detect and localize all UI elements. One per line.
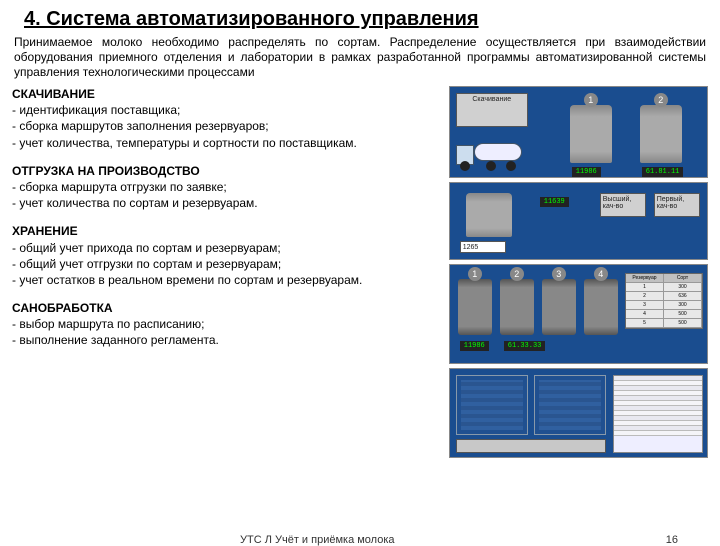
section-item: - идентификация поставщика; — [12, 102, 441, 118]
main-content: СКАЧИВАНИЕ - идентификация поставщика; -… — [0, 86, 720, 458]
readout: 1265 — [460, 241, 506, 253]
section-download: СКАЧИВАНИЕ - идентификация поставщика; -… — [12, 86, 441, 151]
table-cell: 636 — [664, 292, 702, 300]
table-cell: 4 — [626, 310, 664, 318]
section-item: - учет количества по сортам и резервуара… — [12, 195, 441, 211]
tank-icon: 4 — [584, 279, 618, 335]
section-title: СКАЧИВАНИЕ — [12, 86, 441, 102]
section-item: - сборка маршрута отгрузки по заявке; — [12, 179, 441, 195]
status-bar — [456, 439, 606, 453]
page-number: 16 — [666, 534, 678, 546]
table-cell: 500 — [664, 310, 702, 318]
section-item: - выполнение заданного регламента. — [12, 332, 441, 348]
text-column: СКАЧИВАНИЕ - идентификация поставщика; -… — [12, 86, 441, 458]
readout: 11639 — [540, 197, 569, 207]
section-item: - сборка маршрутов заполнения резервуаро… — [12, 118, 441, 134]
table-cell: 500 — [664, 319, 702, 327]
section-item: - учет остатков в реальном времени по со… — [12, 272, 441, 288]
tank-icon — [466, 193, 512, 237]
storage-table: Резервуар Сорт 1300 2636 3300 4500 5500 — [625, 273, 703, 329]
section-item: - учет количества, температуры и сортнос… — [12, 135, 441, 151]
section-title: САНОБРАБОТКА — [12, 300, 441, 316]
table-cell: 3 — [626, 301, 664, 309]
truck-icon — [456, 137, 526, 171]
footer-text: УТС Л Учёт и приёмка молока — [240, 534, 395, 546]
tank-icon: 2 — [500, 279, 534, 335]
tank-number: 4 — [594, 267, 608, 281]
intro-paragraph: Принимаемое молоко необходимо распределя… — [0, 35, 720, 86]
page-title: 4. Система автоматизированного управлени… — [0, 0, 720, 35]
table-header: Резервуар — [626, 274, 664, 282]
schedule-table — [613, 375, 703, 453]
scada-panel-cleaning — [449, 368, 708, 458]
table-cell: 300 — [664, 283, 702, 291]
quality-box: Первый, кач-во — [654, 193, 700, 217]
readout: 61.81.11 — [642, 167, 684, 177]
tank-icon: 3 — [542, 279, 576, 335]
table-cell: 2 — [626, 292, 664, 300]
scada-panel-storage: 1 2 3 4 11986 61.33.33 Резервуар Сорт 13… — [449, 264, 708, 364]
table-cell: 5 — [626, 319, 664, 327]
scada-panel-shipment: 11639 Высший, кач-во Первый, кач-во 1265 — [449, 182, 708, 260]
section-item: - общий учет прихода по сортам и резерву… — [12, 240, 441, 256]
tank-number: 2 — [510, 267, 524, 281]
readout: 11986 — [572, 167, 601, 177]
tank-icon: 1 — [458, 279, 492, 335]
tank-number: 1 — [468, 267, 482, 281]
table-cell: 300 — [664, 301, 702, 309]
tank-number: 2 — [654, 93, 668, 107]
tank-number: 1 — [584, 93, 598, 107]
section-item: - выбор маршрута по расписанию; — [12, 316, 441, 332]
tank-icon: 1 — [570, 105, 612, 163]
diagram-column: Скачивание 1 2 11986 61.81.11 11639 Высш… — [449, 86, 708, 458]
readout: 61.33.33 — [504, 341, 546, 351]
info-box: Скачивание — [456, 93, 528, 127]
readout: 11986 — [460, 341, 489, 351]
section-item: - общий учет отгрузки по сортам и резерв… — [12, 256, 441, 272]
hmi-screen — [534, 375, 606, 435]
info-label: Скачивание — [459, 96, 525, 103]
section-title: ОТГРУЗКА НА ПРОИЗВОДСТВО — [12, 163, 441, 179]
quality-box: Высший, кач-во — [600, 193, 646, 217]
scada-panel-download: Скачивание 1 2 11986 61.81.11 — [449, 86, 708, 178]
section-cleaning: САНОБРАБОТКА - выбор маршрута по расписа… — [12, 300, 441, 349]
tank-number: 3 — [552, 267, 566, 281]
hmi-screen — [456, 375, 528, 435]
table-cell: 1 — [626, 283, 664, 291]
table-header: Сорт — [664, 274, 702, 282]
section-shipment: ОТГРУЗКА НА ПРОИЗВОДСТВО - сборка маршру… — [12, 163, 441, 212]
tank-icon: 2 — [640, 105, 682, 163]
section-title: ХРАНЕНИЕ — [12, 223, 441, 239]
section-storage: ХРАНЕНИЕ - общий учет прихода по сортам … — [12, 223, 441, 288]
